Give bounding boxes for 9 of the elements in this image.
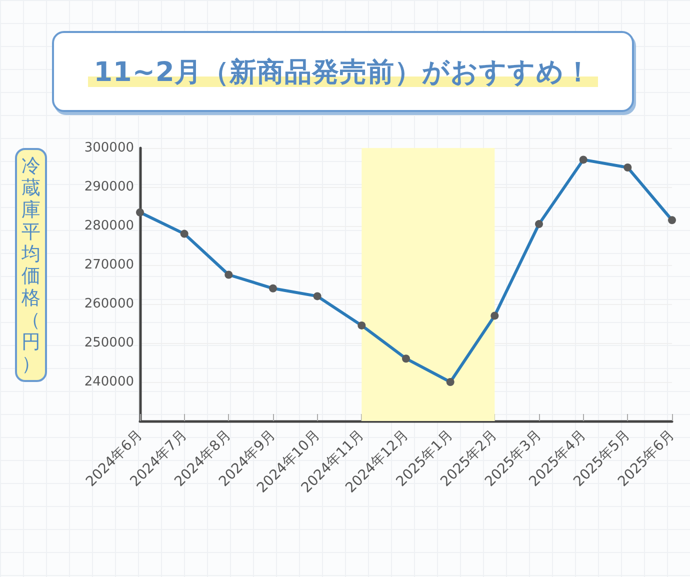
y-tick-label: 260000 bbox=[84, 296, 134, 312]
y-tick-label: 300000 bbox=[84, 140, 134, 156]
y-tick-label: 290000 bbox=[84, 180, 134, 194]
text: 冷蔵庫平均価格（円） bbox=[22, 155, 40, 375]
y-tick-label: 280000 bbox=[84, 218, 134, 234]
y-tick-label: 250000 bbox=[84, 336, 134, 350]
chart-title: 11~2月（新商品発売前）がおすすめ！ bbox=[88, 54, 598, 90]
y-tick-label: 240000 bbox=[84, 374, 134, 390]
y-tick-label: 270000 bbox=[84, 258, 134, 272]
